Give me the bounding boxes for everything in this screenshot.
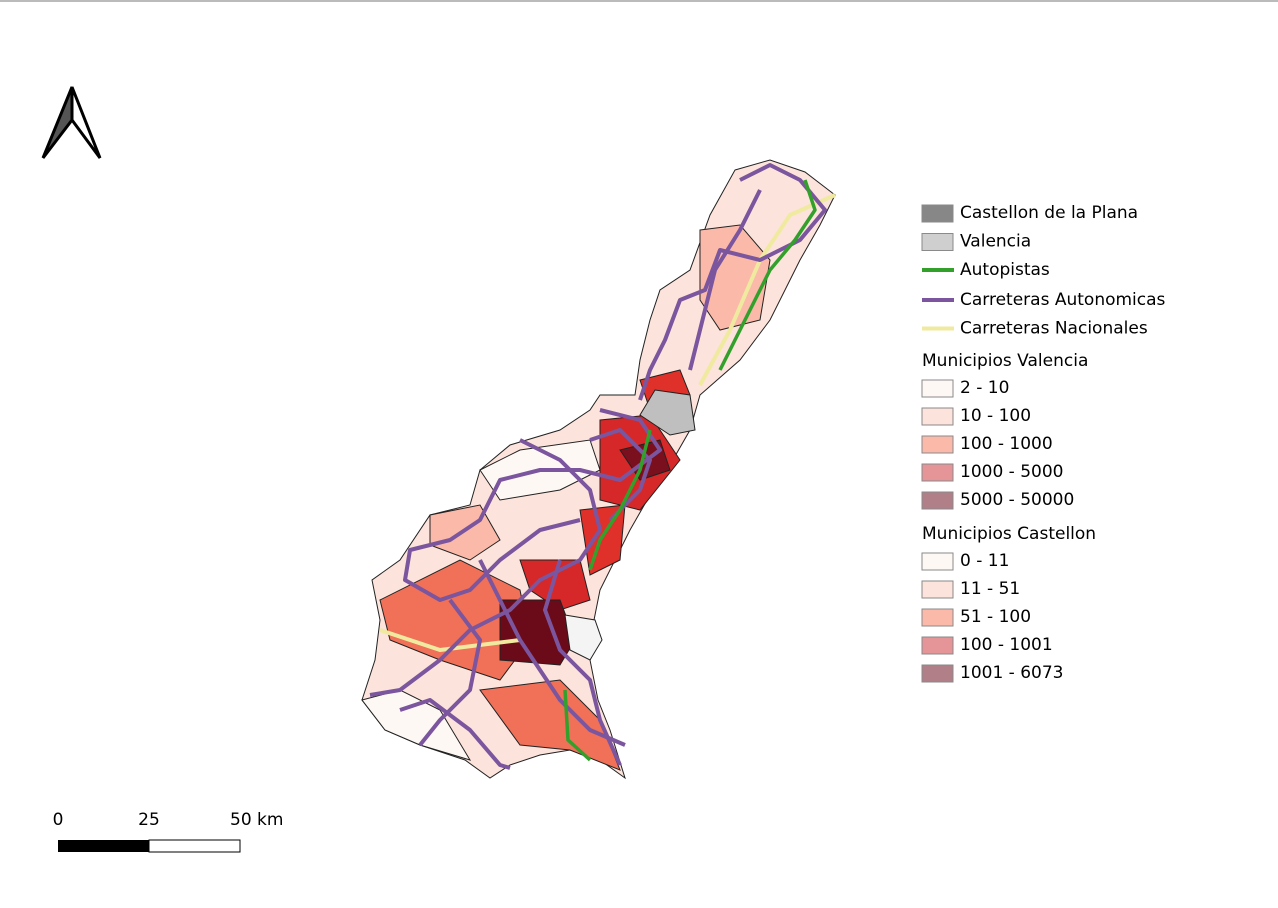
scale-bar: 0 25 50 km (53, 810, 283, 853)
legend-label: 5000 - 50000 (960, 490, 1074, 510)
legend-label: Carreteras Autonomicas (960, 290, 1166, 310)
castellon-city (639, 389, 696, 436)
legend: Castellon de la Plana Valencia Autopistas C… (921, 203, 1166, 683)
north-arrow (41, 86, 102, 159)
legend-swatch (921, 407, 954, 426)
legend-swatch (921, 664, 954, 683)
legend-swatch (921, 435, 954, 454)
legend-swatch (921, 463, 954, 482)
legend-group-title: Municipios Castellon (922, 524, 1096, 544)
red-zone (519, 559, 591, 611)
scale-label: 50 km (230, 810, 283, 830)
legend-label: 100 - 1001 (960, 635, 1053, 655)
legend-label: 1001 - 6073 (960, 663, 1063, 683)
roads (369, 163, 836, 770)
legend-label: Carreteras Nacionales (960, 319, 1148, 339)
scale-label: 25 (138, 810, 160, 830)
legend-label: 0 - 11 (960, 551, 1009, 571)
legend-swatch (921, 552, 954, 571)
legend-label: 100 - 1000 (960, 434, 1053, 454)
legend-swatch (921, 491, 954, 510)
legend-label: Autopistas (960, 260, 1050, 280)
legend-swatch (921, 379, 954, 398)
legend-swatch (921, 636, 954, 655)
legend-swatch (921, 580, 954, 599)
salmon-zone (479, 679, 621, 771)
legend-label: 11 - 51 (960, 579, 1020, 599)
valencia-city (564, 614, 603, 661)
legend-label: 1000 - 5000 (960, 462, 1063, 482)
legend-label: 51 - 100 (960, 607, 1031, 627)
scale-segment (148, 839, 241, 853)
legend-label: Valencia (960, 232, 1031, 252)
scale-segment (58, 840, 149, 852)
legend-label: 2 - 10 (960, 378, 1009, 398)
legend-swatch (921, 608, 954, 627)
legend-swatch (921, 204, 954, 223)
legend-swatch (921, 233, 954, 251)
legend-label: 10 - 100 (960, 406, 1031, 426)
legend-group-title: Municipios Valencia (922, 351, 1088, 371)
scale-label: 0 (53, 810, 64, 830)
legend-label: Castellon de la Plana (960, 203, 1138, 223)
